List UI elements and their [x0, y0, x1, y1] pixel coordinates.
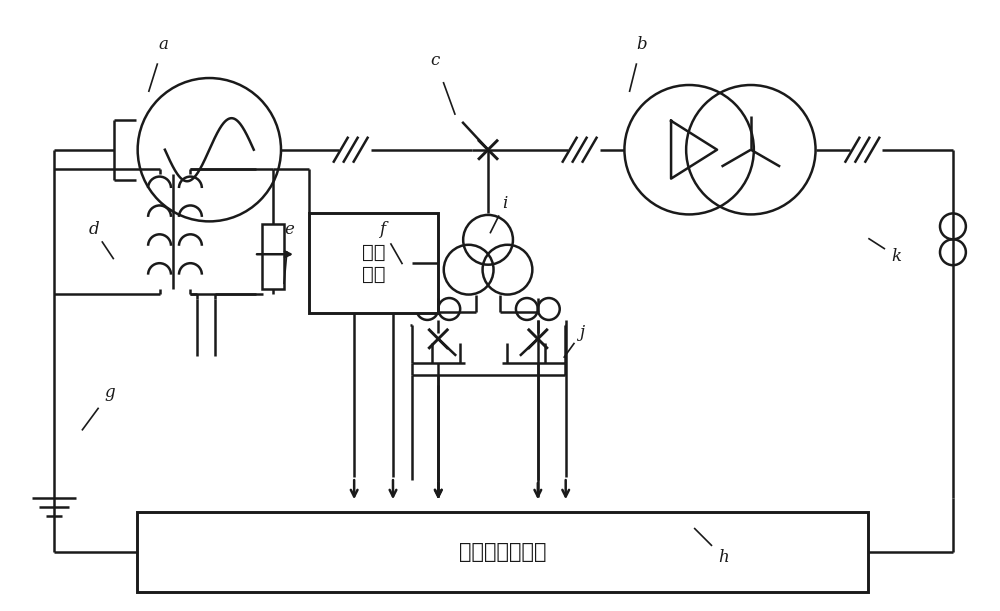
- Text: c: c: [431, 51, 440, 68]
- Text: h: h: [719, 549, 729, 566]
- FancyBboxPatch shape: [262, 224, 284, 288]
- Text: b: b: [636, 35, 647, 53]
- Text: 低频
电源: 低频 电源: [362, 243, 385, 284]
- Text: e: e: [284, 221, 294, 238]
- Text: g: g: [104, 384, 115, 401]
- Text: j: j: [579, 324, 584, 342]
- Text: k: k: [891, 247, 901, 265]
- Text: d: d: [89, 221, 99, 238]
- FancyBboxPatch shape: [137, 512, 868, 591]
- FancyBboxPatch shape: [309, 213, 438, 313]
- Text: i: i: [502, 195, 508, 212]
- Text: 发电机保护装置: 发电机保护装置: [459, 542, 546, 562]
- Text: a: a: [159, 35, 168, 53]
- Text: f: f: [379, 221, 386, 238]
